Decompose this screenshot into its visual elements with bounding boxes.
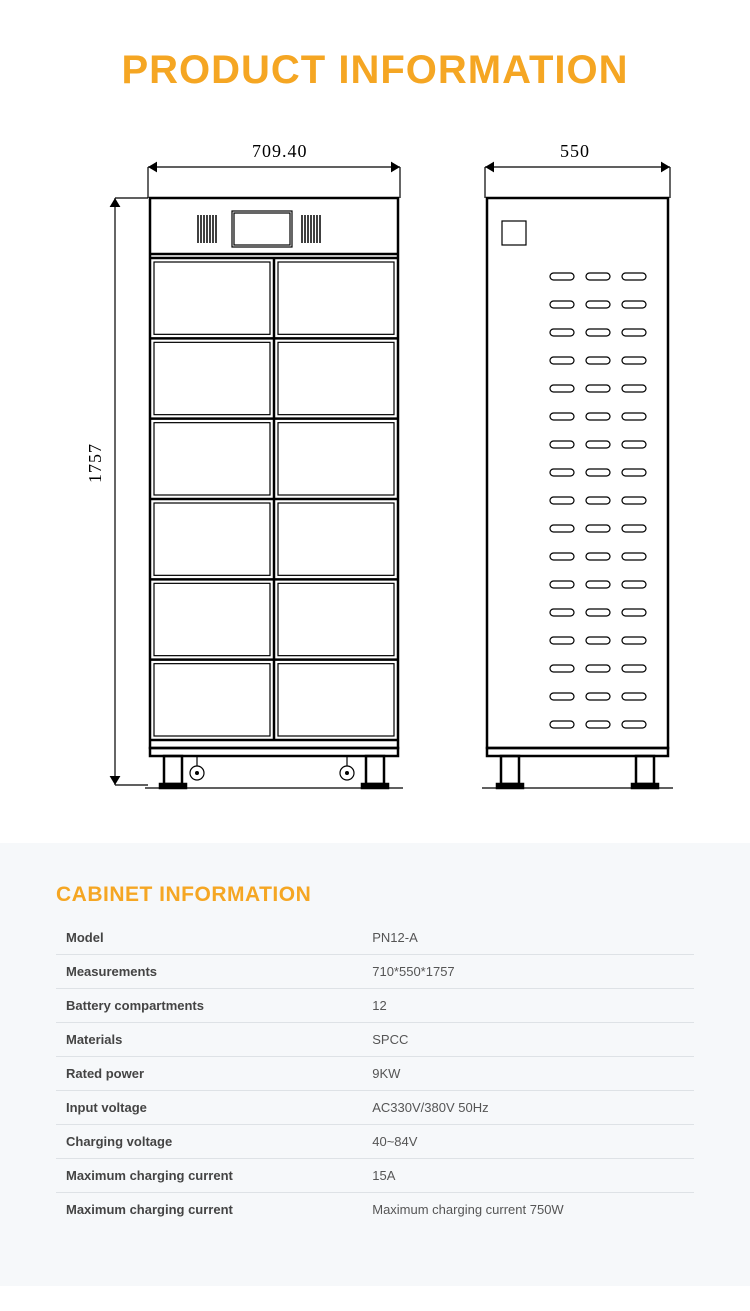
spec-label: Measurements <box>56 955 362 989</box>
cabinet-info-block: CABINET INFORMATION ModelPN12-AMeasureme… <box>0 843 750 1286</box>
spec-value: 40~84V <box>362 1125 694 1159</box>
spec-label: Maximum charging current <box>56 1193 362 1227</box>
dim-label-front-width: 709.40 <box>252 141 308 162</box>
table-row: ModelPN12-A <box>56 921 694 955</box>
table-row: Maximum charging current15A <box>56 1159 694 1193</box>
table-row: Charging voltage40~84V <box>56 1125 694 1159</box>
dim-label-height: 1757 <box>85 443 106 483</box>
spec-value: 710*550*1757 <box>362 955 694 989</box>
cabinet-info-heading: CABINET INFORMATION <box>56 883 694 907</box>
table-row: MaterialsSPCC <box>56 1023 694 1057</box>
table-row: Maximum charging currentMaximum charging… <box>56 1193 694 1227</box>
table-row: Battery compartments12 <box>56 989 694 1023</box>
spec-label: Model <box>56 921 362 955</box>
spec-table: ModelPN12-AMeasurements710*550*1757Batte… <box>56 921 694 1226</box>
dimension-diagram: 709.40 550 1757 <box>0 123 750 823</box>
spec-value: 9KW <box>362 1057 694 1091</box>
spec-value: Maximum charging current 750W <box>362 1193 694 1227</box>
table-row: Measurements710*550*1757 <box>56 955 694 989</box>
spec-label: Maximum charging current <box>56 1159 362 1193</box>
spec-value: PN12-A <box>362 921 694 955</box>
spec-label: Battery compartments <box>56 989 362 1023</box>
table-row: Rated power9KW <box>56 1057 694 1091</box>
spec-label: Rated power <box>56 1057 362 1091</box>
table-row: Input voltageAC330V/380V 50Hz <box>56 1091 694 1125</box>
spec-label: Input voltage <box>56 1091 362 1125</box>
dim-label-side-width: 550 <box>560 141 590 162</box>
spec-value: 12 <box>362 989 694 1023</box>
spec-value: 15A <box>362 1159 694 1193</box>
spec-label: Charging voltage <box>56 1125 362 1159</box>
spec-value: AC330V/380V 50Hz <box>362 1091 694 1125</box>
spec-label: Materials <box>56 1023 362 1057</box>
spec-value: SPCC <box>362 1023 694 1057</box>
page-title: PRODUCT INFORMATION <box>0 48 750 93</box>
